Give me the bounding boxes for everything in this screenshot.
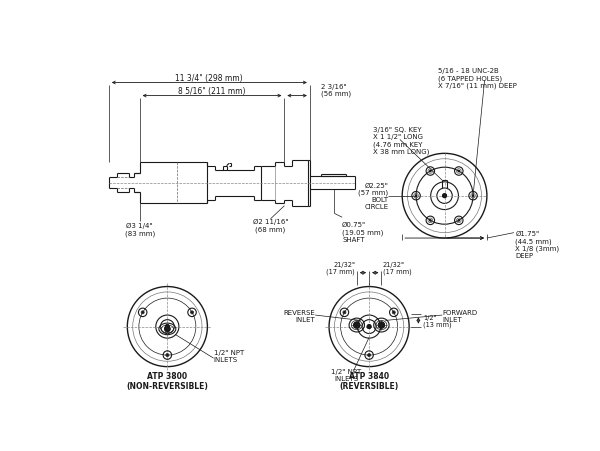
Text: 11 3/4" (298 mm): 11 3/4" (298 mm)	[175, 74, 243, 83]
Text: 2 3/16"
(56 mm): 2 3/16" (56 mm)	[322, 83, 352, 97]
Circle shape	[443, 194, 446, 198]
Text: Ø1.75"
(44.5 mm)
X 1/8 (3mm)
DEEP: Ø1.75" (44.5 mm) X 1/8 (3mm) DEEP	[515, 231, 560, 259]
Circle shape	[393, 312, 395, 313]
Circle shape	[458, 220, 460, 221]
Circle shape	[191, 312, 193, 313]
Text: ATP 3840
(REVERSIBLE): ATP 3840 (REVERSIBLE)	[340, 371, 399, 390]
Circle shape	[458, 171, 460, 172]
Text: 1/2"
(13 mm): 1/2" (13 mm)	[423, 314, 452, 327]
Text: 8 5/16" (211 mm): 8 5/16" (211 mm)	[178, 87, 245, 96]
Circle shape	[344, 312, 345, 313]
Circle shape	[430, 171, 431, 172]
Text: 5/16 - 18 UNC-2B
(6 TAPPED HOLES)
X 7/16" (11 mm) DEEP: 5/16 - 18 UNC-2B (6 TAPPED HOLES) X 7/16…	[439, 68, 517, 89]
Text: Ø2 11/16"
(68 mm): Ø2 11/16" (68 mm)	[253, 219, 288, 232]
Text: ATP 3800
(NON-REVERSIBLE): ATP 3800 (NON-REVERSIBLE)	[127, 371, 208, 390]
Text: 1/2" NPT
INLETS: 1/2" NPT INLETS	[214, 350, 244, 363]
Circle shape	[142, 312, 143, 313]
Circle shape	[354, 322, 360, 328]
Text: Ø0.75"
(19.05 mm)
SHAFT: Ø0.75" (19.05 mm) SHAFT	[342, 221, 383, 242]
Text: REVERSE
INLET: REVERSE INLET	[283, 309, 315, 322]
Text: 1/2" NPT
INLETS: 1/2" NPT INLETS	[331, 368, 361, 381]
Text: FORWARD
INLET: FORWARD INLET	[442, 309, 478, 322]
Circle shape	[166, 325, 169, 329]
Circle shape	[379, 322, 385, 328]
Text: Ø2.25"
(57 mm)
BOLT
CIRCLE: Ø2.25" (57 mm) BOLT CIRCLE	[358, 183, 388, 210]
Circle shape	[167, 354, 168, 356]
Circle shape	[430, 220, 431, 221]
Text: 3/16" SQ. KEY
X 1 1/2" LONG
(4.76 mm KEY
X 38 mm LONG): 3/16" SQ. KEY X 1 1/2" LONG (4.76 mm KEY…	[373, 127, 430, 155]
Text: 21/32"
(17 mm): 21/32" (17 mm)	[383, 261, 412, 275]
Text: 21/32"
(17 mm): 21/32" (17 mm)	[326, 261, 355, 275]
Circle shape	[472, 195, 474, 197]
Circle shape	[415, 195, 417, 197]
Circle shape	[368, 354, 370, 356]
Text: Ø3 1/4"
(83 mm): Ø3 1/4" (83 mm)	[125, 222, 155, 236]
Circle shape	[367, 325, 371, 329]
Circle shape	[164, 327, 170, 332]
